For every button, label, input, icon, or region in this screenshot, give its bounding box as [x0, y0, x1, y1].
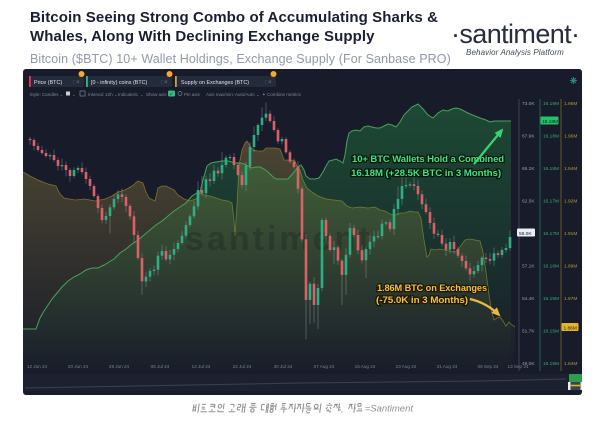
svg-text:[0 - infinity) coins (BTC): [0 - infinity) coins (BTC): [91, 80, 148, 86]
svg-text:=Santiment: =Santiment: [365, 404, 414, 415]
svg-text:Axis max/min: Auto/Auto ⌄: Axis max/min: Auto/Auto ⌄: [206, 92, 260, 97]
svg-text:16.17M: 16.17M: [543, 231, 559, 237]
svg-text:51.7K: 51.7K: [522, 329, 535, 335]
svg-text:1.89M: 1.89M: [564, 264, 577, 270]
svg-text:16.19M: 16.19M: [543, 101, 559, 107]
svg-text:12 Jun 24: 12 Jun 24: [27, 364, 48, 369]
svg-text:Supply on Exchanges (BTC): Supply on Exchanges (BTC): [181, 80, 249, 86]
svg-text:16.18M: 16.18M: [542, 119, 558, 125]
svg-text:14 Jul 24: 14 Jul 24: [192, 364, 211, 369]
svg-text:16.15M: 16.15M: [543, 361, 559, 367]
svg-text:Style: Candles ⌄: Style: Candles ⌄: [30, 92, 64, 97]
svg-text:10+ BTC Wallets Hold a Combine: 10+ BTC Wallets Hold a Combined: [352, 154, 504, 164]
svg-text:1.84M: 1.84M: [564, 361, 577, 367]
svg-text:Show axis: Show axis: [146, 92, 167, 97]
svg-text:20 Jun 24: 20 Jun 24: [68, 364, 89, 369]
svg-text:62.5K: 62.5K: [522, 199, 535, 205]
svg-text:1.87M: 1.87M: [564, 296, 577, 302]
svg-text:16.16M: 16.16M: [543, 264, 559, 270]
svg-text:16.17M: 16.17M: [543, 199, 559, 205]
svg-text:16.15M: 16.15M: [543, 329, 559, 335]
svg-text:1.96M: 1.96M: [564, 101, 577, 107]
svg-text:⋮: ⋮: [263, 80, 269, 86]
svg-text:16.18M (+28.5K BTC in 3 Months: 16.18M (+28.5K BTC in 3 Months): [351, 168, 501, 178]
svg-text:15 Aug 24: 15 Aug 24: [355, 364, 376, 369]
svg-text:16.16M: 16.16M: [543, 296, 559, 302]
svg-text:57.1K: 57.1K: [522, 264, 535, 270]
svg-text:08 Sep 24: 08 Sep 24: [478, 364, 499, 369]
svg-text:58.0K: 58.0K: [519, 231, 532, 237]
svg-text:1.91M: 1.91M: [564, 231, 577, 237]
svg-text:⋮: ⋮: [159, 80, 165, 86]
svg-text:✦ Combine metrics: ✦ Combine metrics: [262, 92, 301, 97]
svg-text:07 Aug 24: 07 Aug 24: [314, 364, 335, 369]
svg-text:22 Jul 24: 22 Jul 24: [233, 364, 252, 369]
svg-text:28 Jun 24: 28 Jun 24: [109, 364, 130, 369]
svg-text:16.18M: 16.18M: [543, 166, 559, 172]
svg-text:1.94M: 1.94M: [564, 166, 577, 172]
svg-text:Indicators: ⌄: Indicators: ⌄: [118, 92, 144, 97]
svg-text:santiment: santiment: [185, 220, 373, 258]
svg-text:13 Sep 24: 13 Sep 24: [508, 364, 529, 369]
svg-text:✓: ✓: [170, 91, 174, 96]
svg-text:49.0K: 49.0K: [522, 361, 535, 367]
svg-text:54.4K: 54.4K: [522, 296, 535, 302]
svg-text:⌄: ⌄: [72, 92, 76, 97]
svg-text:Interval: 12h ⌄: Interval: 12h ⌄: [88, 92, 118, 97]
svg-text:65.2K: 65.2K: [522, 166, 535, 172]
svg-text:67.9K: 67.9K: [522, 134, 535, 140]
svg-text:73.0K: 73.0K: [522, 101, 535, 107]
svg-text:23 Aug 24: 23 Aug 24: [396, 364, 417, 369]
svg-text:1.96M: 1.96M: [564, 134, 577, 140]
svg-text:1.86M BTC on Exchanges: 1.86M BTC on Exchanges: [377, 283, 487, 293]
svg-text:×: ×: [268, 80, 272, 86]
svg-text:⋮: ⋮: [71, 80, 77, 86]
svg-text:Pin axis: Pin axis: [184, 92, 200, 97]
svg-text:×: ×: [76, 80, 80, 86]
svg-text:30 Jul 24: 30 Jul 24: [274, 364, 293, 369]
svg-text:16.18M: 16.18M: [543, 134, 559, 140]
svg-text:(-75.0K in 3 Months): (-75.0K in 3 Months): [376, 295, 468, 305]
svg-text:×: ×: [164, 80, 168, 86]
svg-text:06 Jul 24: 06 Jul 24: [151, 364, 170, 369]
svg-text:Price (BTC): Price (BTC): [34, 80, 62, 86]
svg-text:1.86M: 1.86M: [564, 326, 577, 332]
svg-text:1.92M: 1.92M: [564, 199, 577, 205]
svg-text:31 Aug 24: 31 Aug 24: [437, 364, 458, 369]
